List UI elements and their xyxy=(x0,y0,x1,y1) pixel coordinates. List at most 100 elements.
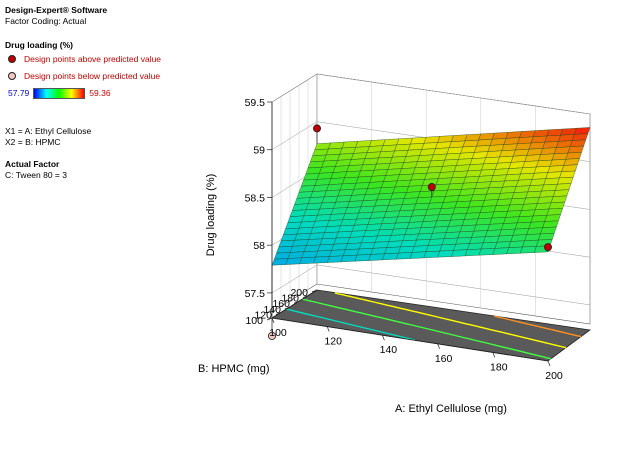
surface-cell xyxy=(508,161,526,169)
surface-cell xyxy=(516,215,534,224)
surface-cell xyxy=(361,235,378,244)
surface-cell xyxy=(312,184,329,192)
surface-cell xyxy=(339,183,357,191)
surface-cell xyxy=(461,182,478,190)
surface-cell xyxy=(497,156,514,164)
surface-cell xyxy=(385,204,403,212)
surface-cell xyxy=(426,166,443,174)
surface-cell xyxy=(384,246,401,254)
surface-cell xyxy=(374,235,392,243)
below-point-marker xyxy=(8,72,16,80)
surface-cell xyxy=(347,236,364,244)
surface-cell xyxy=(401,161,418,169)
surface-cell xyxy=(506,246,523,255)
surface-cell xyxy=(510,155,528,163)
surface-cell xyxy=(501,143,518,151)
surface-cell xyxy=(503,216,520,224)
surface-cell xyxy=(326,255,344,263)
surface-cell xyxy=(382,252,399,261)
surface-cell xyxy=(314,214,332,222)
x-tick xyxy=(437,343,440,349)
y-tick xyxy=(266,317,273,321)
surface-cell xyxy=(312,148,329,156)
y-axis-title: B: HPMC (mg) xyxy=(198,363,270,375)
surface-cell xyxy=(376,157,393,165)
surface-cell xyxy=(406,221,424,229)
surface-cell xyxy=(395,216,412,224)
surface-cell xyxy=(402,233,419,241)
surface-cell xyxy=(560,128,577,136)
surface-cell xyxy=(430,153,448,162)
surface-cell xyxy=(299,221,316,229)
surface-cell xyxy=(503,137,520,145)
surface-cell xyxy=(435,141,452,149)
surface-cell xyxy=(529,178,547,186)
y-tick-label: 200 xyxy=(290,287,308,299)
surface-cell xyxy=(367,181,384,189)
surface-cell xyxy=(420,220,438,228)
surface-cell xyxy=(428,159,446,168)
surface-cell xyxy=(456,158,473,166)
surface-cell xyxy=(340,218,357,227)
surface-cell xyxy=(379,222,396,231)
surface-cell xyxy=(377,229,394,237)
surface-cell xyxy=(342,248,360,256)
surface-cell xyxy=(390,228,408,236)
surface-cell xyxy=(398,246,415,254)
surface-cell xyxy=(348,158,366,166)
surface-cell xyxy=(358,170,375,178)
surface-cell xyxy=(349,230,367,238)
surface-cell xyxy=(443,231,461,239)
surface-cell xyxy=(335,231,353,239)
surface-cell xyxy=(514,222,532,230)
contour-line xyxy=(334,292,567,349)
surface-cell xyxy=(484,193,501,201)
surface-cell xyxy=(333,201,350,209)
surface-cell xyxy=(448,219,465,227)
surface-cell xyxy=(365,223,383,231)
surface-cell xyxy=(413,203,430,211)
surface-cell xyxy=(543,177,560,186)
surface-cell xyxy=(439,244,456,252)
surface-cell xyxy=(561,164,578,172)
surface-cell xyxy=(450,213,467,221)
surface-cell xyxy=(531,172,549,180)
surface-cell xyxy=(489,217,506,225)
x-tick xyxy=(326,326,330,332)
legend-above-label: Design points above predicted value xyxy=(24,54,162,64)
surface-cell xyxy=(303,208,320,217)
surface-cell xyxy=(410,137,427,145)
design-point-above xyxy=(427,183,436,192)
surface-cell xyxy=(550,195,568,203)
surface-cell xyxy=(411,245,429,253)
surface-cell xyxy=(476,175,494,183)
surface-cell xyxy=(415,160,432,168)
surface-cell xyxy=(438,207,456,215)
surface-cell xyxy=(530,215,548,223)
surface-cell xyxy=(399,203,417,211)
surface-cell xyxy=(287,251,305,259)
surface-cell xyxy=(519,130,536,138)
surface-cell xyxy=(537,196,554,204)
surface-cell xyxy=(287,215,304,223)
contour-line xyxy=(286,308,415,341)
surface-cell xyxy=(395,252,413,260)
surface-cell xyxy=(542,141,559,149)
surface-cell xyxy=(520,246,537,254)
surface-cell xyxy=(544,135,561,143)
surface-cell xyxy=(471,151,489,159)
surface-cell xyxy=(505,131,523,139)
surface-cell xyxy=(521,203,538,211)
surface-cell xyxy=(414,239,431,247)
surface-cell xyxy=(344,170,361,178)
surface-cell xyxy=(306,238,323,246)
surface-cell xyxy=(552,189,570,197)
surface-cell xyxy=(353,182,371,190)
surface-cell xyxy=(303,173,320,181)
surface-cell xyxy=(440,165,457,173)
surface-cell xyxy=(494,241,512,249)
surface-cell xyxy=(435,177,453,185)
surface-cell xyxy=(424,208,442,216)
surface-cell xyxy=(399,167,416,175)
